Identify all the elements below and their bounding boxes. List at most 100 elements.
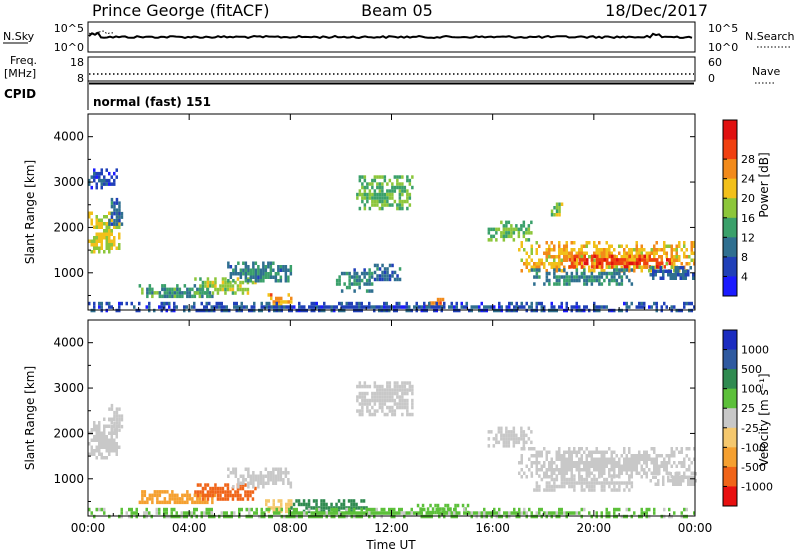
power-cell — [500, 308, 503, 313]
power-cell — [684, 276, 687, 280]
velocity-cell — [633, 454, 636, 458]
velocity-cell — [206, 500, 209, 505]
power-cell — [575, 275, 579, 279]
power-cell — [570, 251, 573, 255]
power-cell — [653, 251, 656, 255]
velocity-cell — [618, 475, 621, 479]
power-cell — [141, 287, 144, 292]
power-cell — [363, 189, 367, 193]
velocity-cell — [508, 514, 511, 519]
power-cell — [665, 262, 668, 266]
velocity-cell — [663, 464, 666, 468]
velocity-cell — [406, 402, 409, 406]
velocity-cell — [113, 438, 116, 442]
velocity-cell — [249, 478, 253, 482]
velocity-cell — [378, 511, 381, 515]
power-cell — [110, 222, 114, 226]
velocity-cell — [234, 474, 238, 478]
velocity-cell — [670, 514, 673, 519]
velocity-cell — [158, 500, 162, 505]
velocity-cell — [108, 442, 111, 446]
velocity-cell — [625, 484, 629, 489]
velocity-cell — [603, 471, 606, 475]
velocity-cell — [277, 478, 280, 482]
velocity-cell — [498, 507, 501, 512]
power-cell — [684, 269, 687, 273]
x-tick-label: 20:00 — [577, 521, 612, 535]
power-cell — [366, 182, 369, 186]
power-cell — [606, 258, 609, 262]
power-cell — [483, 308, 486, 313]
power-cell — [663, 251, 666, 255]
velocity-cell — [583, 464, 586, 468]
power-cell — [282, 265, 285, 269]
velocity-cell — [583, 481, 586, 485]
power-cell — [193, 301, 196, 306]
velocity-cell — [373, 384, 377, 389]
velocity-cell — [190, 514, 193, 519]
power-cell — [388, 305, 391, 309]
power-cell — [571, 261, 574, 266]
velocity-cell — [381, 391, 384, 396]
power-cell — [583, 254, 586, 259]
velocity-cell — [376, 384, 379, 389]
velocity-cell — [593, 481, 596, 485]
velocity-cell — [278, 511, 281, 515]
power-cell — [273, 305, 276, 309]
velocity-cell — [348, 507, 351, 512]
velocity-cell — [600, 481, 604, 485]
power-cell — [658, 255, 661, 259]
velocity-cell — [585, 464, 588, 468]
velocity-cell — [595, 511, 598, 515]
power-cell — [391, 270, 394, 275]
velocity-cell — [289, 485, 293, 489]
velocity-cell — [610, 457, 613, 461]
power-cell — [233, 305, 236, 309]
velocity-cell — [688, 447, 691, 451]
power-cell — [598, 271, 601, 276]
velocity-cell — [103, 435, 106, 439]
power-cell — [687, 269, 690, 273]
power-cell — [208, 291, 212, 295]
velocity-cell — [420, 507, 423, 512]
velocity-cell — [312, 506, 316, 510]
power-cell — [553, 268, 556, 272]
velocity-cell — [100, 507, 103, 512]
velocity-cell — [598, 457, 601, 461]
velocity-cell — [558, 511, 561, 515]
velocity-cell — [680, 511, 683, 515]
power-cell — [586, 258, 589, 262]
power-cell — [553, 244, 556, 248]
power-cell — [517, 231, 521, 235]
velocity-cell — [545, 511, 548, 515]
velocity-cell — [545, 454, 548, 458]
velocity-cell — [250, 507, 253, 512]
power-cell — [510, 234, 513, 239]
velocity-cell — [635, 457, 638, 461]
velocity-cell — [620, 468, 623, 472]
x-tick-label: 00:00 — [71, 521, 106, 535]
power-cell — [386, 274, 389, 278]
power-cell — [690, 301, 693, 306]
velocity-cell — [590, 450, 593, 454]
power-cell — [510, 308, 513, 313]
velocity-cell — [573, 484, 576, 489]
power-cell — [593, 269, 596, 273]
velocity-cell — [453, 507, 456, 512]
power-cell — [628, 265, 631, 269]
power-cell — [220, 305, 223, 309]
velocity-cell — [517, 440, 521, 445]
power-cell — [398, 203, 402, 207]
velocity-cell — [151, 497, 154, 501]
velocity-cell — [663, 507, 666, 512]
velocity-cell — [550, 461, 553, 465]
velocity-cell — [393, 511, 396, 515]
power-cell — [683, 301, 686, 306]
power-cell — [93, 305, 96, 309]
velocity-cell — [608, 457, 611, 461]
velocity-cell — [685, 514, 688, 519]
power-cell — [240, 305, 243, 309]
power-cell — [383, 305, 386, 309]
velocity-cell — [350, 511, 353, 515]
velocity-cell — [563, 461, 566, 465]
